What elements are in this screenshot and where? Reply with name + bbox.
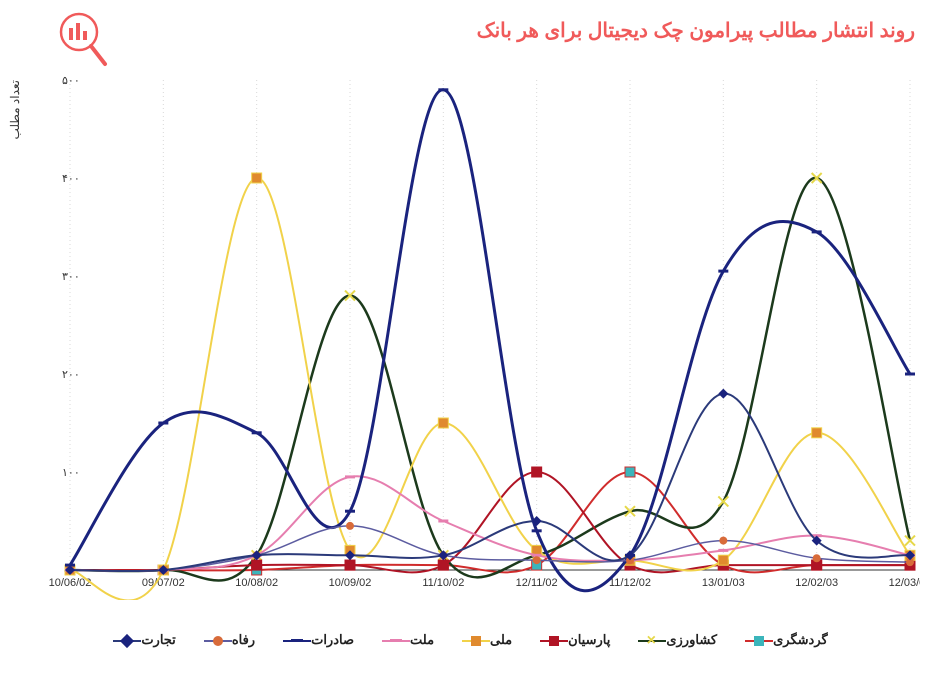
- svg-text:10/09/02: 10/09/02: [329, 577, 372, 589]
- legend-label: ملی: [490, 632, 512, 647]
- legend-label: کشاورزی: [666, 632, 717, 647]
- svg-text:12/02/03: 12/02/03: [795, 577, 838, 589]
- legend-item-ملت: ملت: [382, 632, 438, 648]
- svg-text:12/03/03: 12/03/03: [889, 577, 920, 589]
- legend-label: صادرات: [311, 632, 354, 647]
- svg-text:۴۰۰: ۴۰۰: [62, 173, 80, 185]
- legend-marker-icon: [382, 634, 410, 648]
- legend: گردشگری کشاورزی× پارسیان ملی ملت صادرات رفاه تج…: [0, 632, 945, 648]
- legend-item-پارسیان: پارسیان: [540, 632, 614, 648]
- legend-label: ملت: [410, 632, 434, 647]
- svg-text:09/07/02: 09/07/02: [142, 577, 185, 589]
- legend-marker-icon: ×: [638, 634, 666, 648]
- legend-item-کشاورزی: کشاورزی×: [638, 632, 721, 648]
- legend-label: رفاه: [232, 632, 255, 647]
- svg-text:۵۰۰: ۵۰۰: [62, 75, 80, 87]
- legend-label: تجارت: [141, 632, 176, 647]
- svg-text:۱۰۰: ۱۰۰: [62, 467, 80, 479]
- legend-item-تجارت: تجارت: [113, 632, 180, 648]
- svg-text:13/01/03: 13/01/03: [702, 577, 745, 589]
- legend-item-رفاه: رفاه: [204, 632, 259, 648]
- chart-title: روند انتشار مطالب پیرامون چک دیجیتال برا…: [477, 18, 915, 43]
- svg-text:12/11/02: 12/11/02: [516, 577, 558, 589]
- legend-item-ملی: ملی: [462, 632, 516, 648]
- legend-marker-icon: [283, 634, 311, 648]
- legend-marker-icon: [462, 634, 490, 648]
- svg-text:11/10/02: 11/10/02: [422, 577, 464, 589]
- legend-item-صادرات: صادرات: [283, 632, 358, 648]
- y-axis-label: تعداد مطلب: [8, 80, 22, 139]
- legend-label: پارسیان: [568, 632, 610, 647]
- svg-text:۳۰۰: ۳۰۰: [62, 271, 80, 283]
- svg-text:11/12/02: 11/12/02: [609, 577, 651, 589]
- svg-text:۲۰۰: ۲۰۰: [62, 369, 80, 381]
- legend-marker-icon: [745, 634, 773, 648]
- legend-label: گردشگری: [773, 632, 828, 647]
- chart-container: { "title": "روند انتشار مطالب پیرامون چک…: [0, 0, 945, 676]
- legend-item-گردشگری: گردشگری: [745, 632, 832, 648]
- legend-marker-icon: [204, 634, 232, 648]
- legend-marker-icon: [113, 634, 141, 648]
- svg-text:10/08/02: 10/08/02: [235, 577, 278, 589]
- legend-marker-icon: [540, 634, 568, 648]
- line-chart: 10/06/0209/07/0210/08/0210/09/0211/10/02…: [40, 60, 920, 600]
